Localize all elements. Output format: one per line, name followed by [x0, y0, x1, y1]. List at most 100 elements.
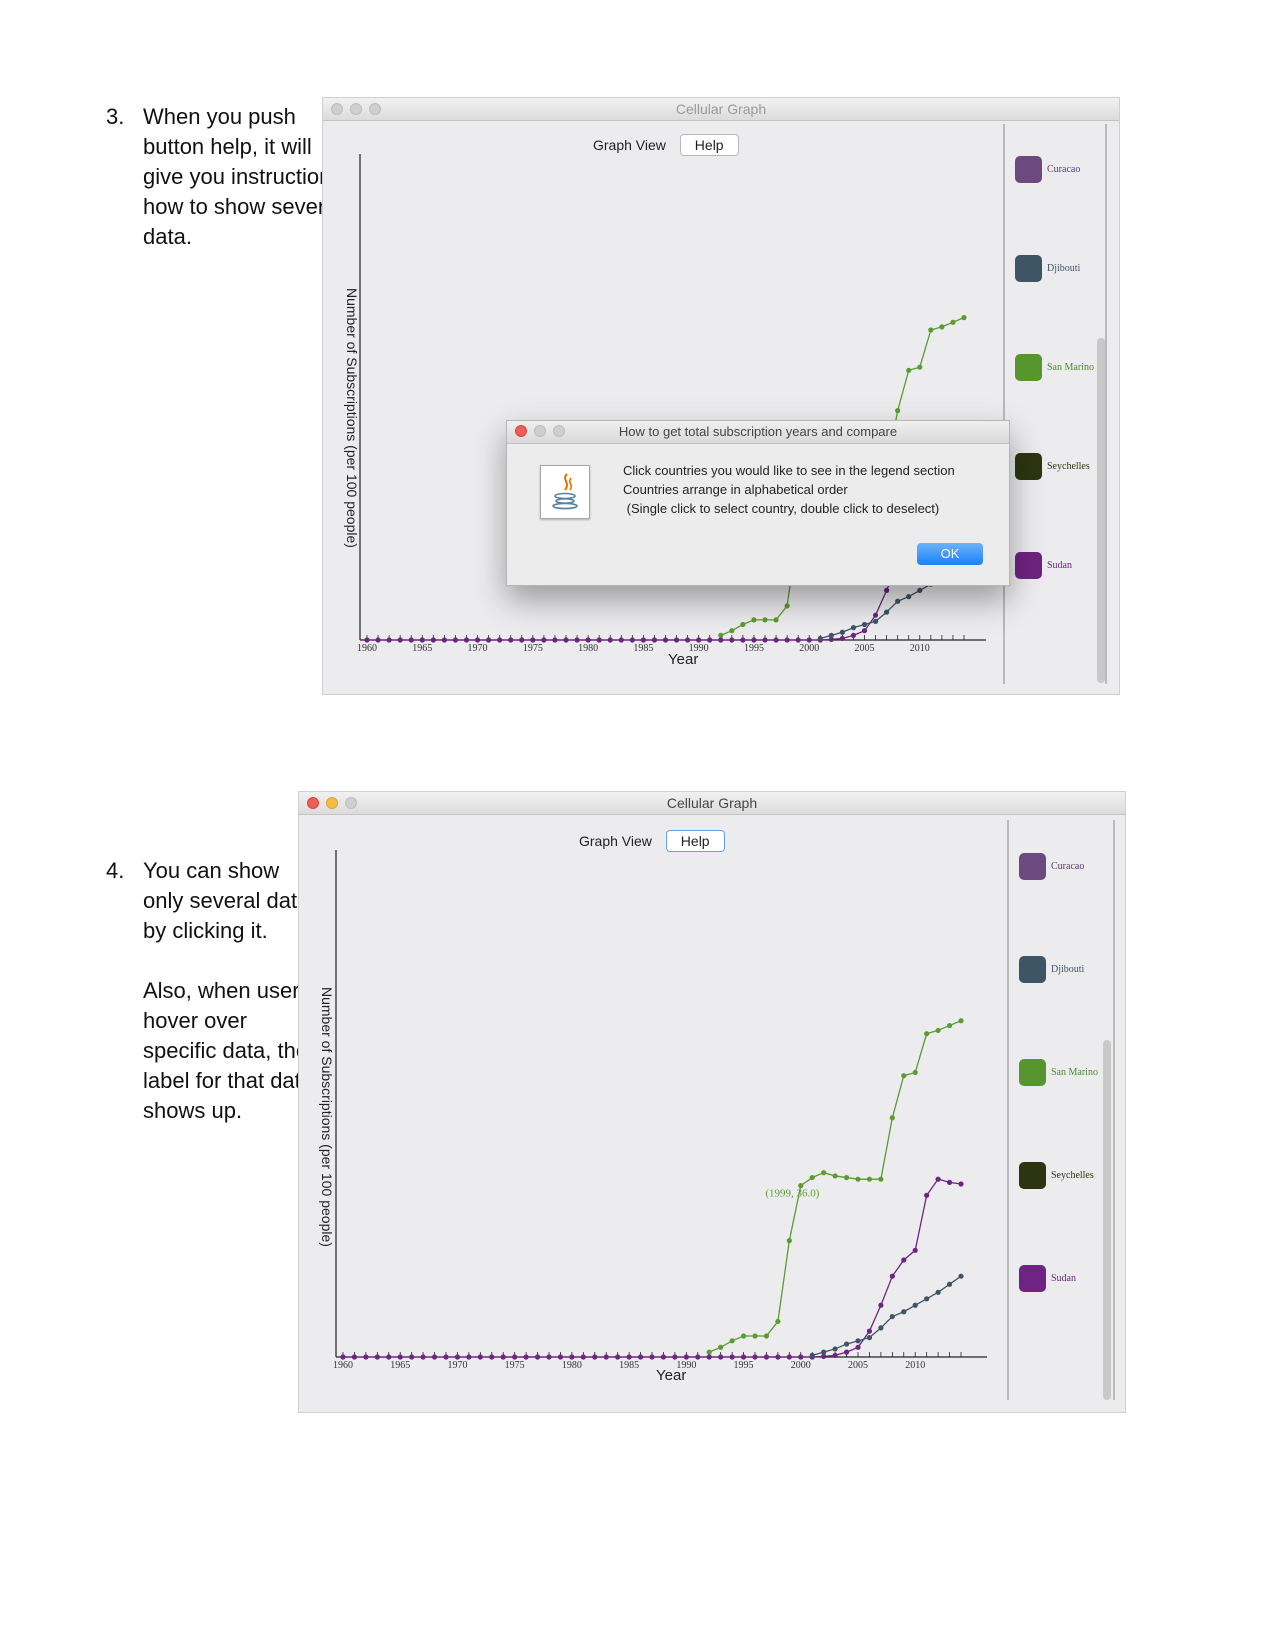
hover-data-label: (1999, 36.0)	[765, 1188, 819, 1200]
x-tick-label: 1995	[744, 643, 764, 654]
data-point	[850, 625, 857, 631]
data-point	[541, 637, 547, 643]
legend-item[interactable]: San Marino	[1015, 353, 1094, 381]
series-line	[812, 1275, 962, 1357]
data-point	[729, 628, 735, 634]
data-point	[585, 637, 591, 643]
legend-item[interactable]: Djibouti	[1019, 955, 1084, 983]
close-window-button[interactable]	[307, 797, 319, 809]
help-dialog: How to get total subscription years and …	[506, 420, 1010, 586]
legend-label: Curacao	[1047, 163, 1081, 175]
close-window-button[interactable]	[331, 103, 343, 115]
x-tick-label: 1965	[412, 643, 432, 654]
ok-button[interactable]: OK	[917, 543, 983, 565]
data-point	[696, 637, 702, 643]
data-point	[832, 1346, 838, 1352]
data-point	[673, 637, 680, 643]
legend-swatch	[1019, 1264, 1046, 1292]
data-point	[363, 1354, 369, 1360]
data-point	[917, 587, 923, 593]
data-point	[497, 637, 503, 643]
data-point	[419, 637, 425, 643]
legend-panel[interactable]: Curacao Djibouti San Marino Seychelles Sudan	[1007, 820, 1115, 1400]
data-point	[477, 1354, 483, 1360]
data-point	[809, 1352, 815, 1358]
data-point	[486, 637, 492, 643]
data-point	[958, 1273, 964, 1279]
data-point	[706, 1349, 712, 1355]
data-point	[878, 1325, 884, 1331]
minimize-window-button[interactable]	[326, 797, 338, 809]
data-point	[906, 594, 912, 600]
data-point	[452, 637, 459, 643]
data-point	[649, 1354, 655, 1360]
dialog-zoom-button[interactable]	[553, 425, 565, 437]
legend-item[interactable]: Seychelles	[1019, 1161, 1094, 1189]
legend-swatch	[1019, 1161, 1046, 1189]
x-tick-label: 1975	[523, 643, 543, 654]
data-point	[935, 1176, 941, 1182]
data-point	[946, 1022, 953, 1029]
data-point	[878, 1302, 884, 1308]
data-point	[718, 1354, 724, 1360]
data-point	[946, 1281, 953, 1287]
data-point	[901, 1309, 907, 1315]
data-point	[740, 637, 746, 643]
legend-item[interactable]: Sudan	[1019, 1264, 1076, 1292]
zoom-window-button[interactable]	[369, 103, 381, 115]
dialog-close-button[interactable]	[515, 425, 527, 437]
data-point	[752, 1354, 758, 1360]
help-button[interactable]: Help	[679, 134, 739, 156]
legend-label: Seychelles	[1047, 460, 1090, 472]
legend-label: Seychelles	[1051, 1169, 1094, 1181]
x-tick-label: 1995	[734, 1360, 754, 1371]
data-point	[431, 1354, 438, 1360]
data-point	[821, 1353, 827, 1359]
data-point	[489, 1354, 495, 1360]
data-point	[958, 1018, 964, 1024]
data-point	[855, 1344, 861, 1350]
zoom-window-button[interactable]	[345, 797, 357, 809]
x-tick-label: 2005	[855, 643, 875, 654]
window-controls	[331, 103, 381, 115]
app-window-2: Cellular Graph Graph View Help 1960 1965 1…	[298, 791, 1126, 1413]
data-point	[839, 635, 845, 642]
legend-scrollbar[interactable]	[1097, 338, 1105, 683]
data-point	[364, 637, 370, 643]
data-point	[512, 1354, 518, 1360]
data-point	[798, 1354, 804, 1360]
legend-item[interactable]: San Marino	[1019, 1058, 1098, 1086]
x-tick-label: 2010	[905, 1360, 925, 1371]
x-tick-label: 1980	[562, 1360, 582, 1371]
minimize-window-button[interactable]	[350, 103, 362, 115]
legend-item[interactable]: Sudan	[1015, 551, 1072, 579]
legend-panel[interactable]: Curacao Djibouti San Marino Seychelles Sudan	[1003, 124, 1107, 684]
data-point	[773, 617, 779, 623]
data-point	[843, 1174, 850, 1181]
data-point	[872, 618, 879, 625]
legend-item[interactable]: Curacao	[1019, 852, 1084, 880]
data-point	[672, 1354, 678, 1360]
data-point	[751, 617, 757, 623]
legend-item[interactable]: Seychelles	[1015, 452, 1090, 480]
java-icon	[540, 465, 590, 519]
legend-item[interactable]: Curacao	[1015, 155, 1080, 183]
data-point	[889, 1313, 895, 1320]
data-point	[832, 1352, 838, 1358]
legend-item[interactable]: Djibouti	[1015, 254, 1080, 282]
x-tick-label: 1960	[357, 643, 377, 654]
data-point	[961, 315, 967, 321]
data-point	[662, 637, 669, 643]
dialog-line: Countries arrange in alphabetical order	[623, 482, 848, 497]
help-button[interactable]: Help	[665, 830, 725, 852]
data-point	[821, 1349, 827, 1355]
title-bar: Cellular Graph	[323, 98, 1119, 121]
legend-label: Curacao	[1051, 860, 1085, 872]
dialog-minimize-button[interactable]	[534, 425, 546, 437]
data-point	[912, 1247, 918, 1253]
legend-swatch	[1015, 254, 1042, 282]
data-point	[374, 1354, 380, 1360]
legend-scrollbar[interactable]	[1103, 1040, 1111, 1400]
data-point	[795, 637, 801, 643]
legend-swatch	[1015, 155, 1042, 183]
